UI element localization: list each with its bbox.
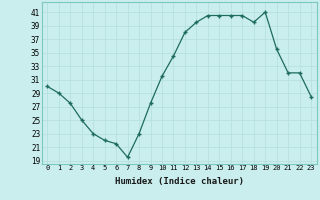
X-axis label: Humidex (Indice chaleur): Humidex (Indice chaleur)	[115, 177, 244, 186]
